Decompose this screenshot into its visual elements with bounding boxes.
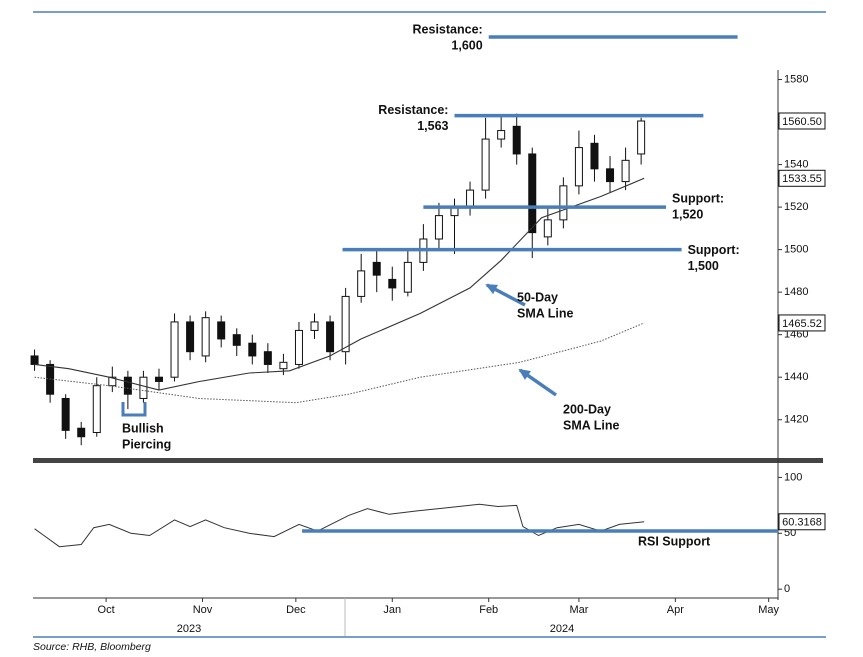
pattern-label: Bullish <box>122 421 164 435</box>
candle-body <box>232 334 241 346</box>
level-label: 1,600 <box>451 38 482 52</box>
candle-body <box>248 342 257 357</box>
y-tick-label: 1460 <box>784 329 808 341</box>
candle-body <box>606 168 615 183</box>
candle-body <box>403 261 412 293</box>
level-label: 1,520 <box>672 207 703 221</box>
y-tick-label: 1540 <box>784 158 808 170</box>
last-value-box <box>778 112 826 130</box>
arrow-head <box>518 368 531 380</box>
y-tick-label: 0 <box>784 583 790 595</box>
candle-body <box>217 321 226 340</box>
arrow-head <box>485 284 498 295</box>
sma-annotation: SMA Line <box>563 418 620 432</box>
candle-body <box>201 317 210 357</box>
candle-body <box>326 321 335 353</box>
candle-body <box>310 321 319 331</box>
x-tick-label: Nov <box>193 604 213 616</box>
candle-body <box>139 376 148 399</box>
last-value-label: 1465.52 <box>782 318 822 330</box>
candle-body <box>279 361 288 370</box>
x-tick-label: Mar <box>569 604 588 616</box>
candle-body <box>574 147 583 187</box>
candle-body <box>388 278 397 289</box>
last-value-label: 60.3168 <box>782 517 822 529</box>
last-value-box <box>778 513 826 531</box>
candle-body <box>357 270 366 297</box>
sma-annotation: 200-Day <box>563 402 611 416</box>
y-tick-label: 100 <box>784 471 802 483</box>
y-tick-label: 1420 <box>784 414 808 426</box>
candle-body <box>637 120 646 155</box>
candle-body <box>123 376 132 395</box>
candle-body <box>590 142 599 170</box>
level-label: Resistance: <box>413 22 483 36</box>
candle-body <box>92 385 101 433</box>
x-tick-label: Oct <box>98 604 115 616</box>
last-value-box <box>778 169 826 187</box>
x-tick-label: Feb <box>479 604 498 616</box>
pattern-label: Piercing <box>122 437 171 451</box>
candle-body <box>372 261 381 276</box>
x-tick-label: Jan <box>383 604 401 616</box>
sma-annotation: 50-Day <box>517 290 558 304</box>
level-label: Support: <box>672 191 724 205</box>
sma-line <box>34 177 645 391</box>
candle-body <box>466 189 475 208</box>
panel-divider <box>33 458 823 463</box>
last-value-box <box>778 314 826 332</box>
candle-body <box>512 125 521 155</box>
level-label: Support: <box>688 243 740 257</box>
candle-body <box>341 295 350 353</box>
candle-body <box>543 219 552 238</box>
candle-body <box>559 185 568 221</box>
candle-body <box>263 351 272 365</box>
year-label: 2023 <box>177 623 201 635</box>
sma-annotation: SMA Line <box>517 306 574 320</box>
candle-body <box>294 329 303 365</box>
year-label: 2024 <box>550 623 574 635</box>
sma-line <box>34 322 645 404</box>
candle-body <box>154 376 163 382</box>
source: Source: RHB, Bloomberg <box>33 641 151 653</box>
x-tick-label: Dec <box>286 604 306 616</box>
rsi-line <box>34 503 645 548</box>
x-tick-label: May <box>758 604 779 616</box>
candle-body <box>170 321 179 378</box>
pattern-bracket <box>121 402 147 417</box>
candle-body <box>528 153 537 234</box>
level-label: 1,500 <box>688 259 719 273</box>
candle-body <box>497 130 506 140</box>
x-tick-label: Apr <box>667 604 684 616</box>
level-label: 1,563 <box>417 119 448 133</box>
candle-body <box>61 397 70 431</box>
y-tick-label: 1480 <box>784 286 808 298</box>
last-value-label: 1533.55 <box>782 173 822 185</box>
y-tick-label: 1500 <box>784 244 808 256</box>
level-label: Resistance: <box>378 103 448 117</box>
last-value-label: 1560.50 <box>782 116 822 128</box>
y-tick-label: 1580 <box>784 73 808 85</box>
y-tick-label: 1440 <box>784 371 808 383</box>
level-label: RSI Support <box>638 534 711 548</box>
y-tick-label: 1520 <box>784 201 808 213</box>
candle-body <box>621 159 630 183</box>
candle-body <box>77 427 86 438</box>
candle-body <box>481 138 490 191</box>
candle-body <box>186 321 195 353</box>
candle-body <box>30 355 39 365</box>
candle-body <box>434 215 443 240</box>
